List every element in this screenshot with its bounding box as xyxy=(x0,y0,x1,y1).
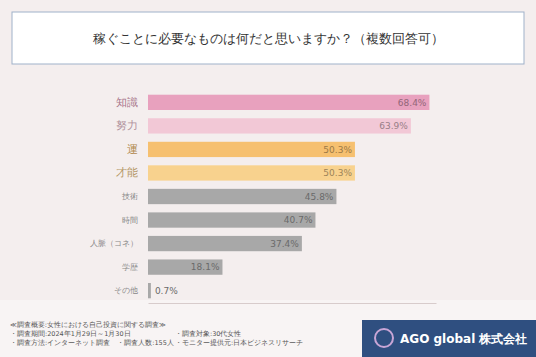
source: AGO global 株式会社 xyxy=(400,332,527,346)
logo-box xyxy=(362,320,536,357)
bar xyxy=(148,142,355,157)
data-label: 45.8% xyxy=(305,192,334,202)
data-label: 37.4% xyxy=(270,239,299,249)
title: 稼ぐことに必要なものは何だと思いますか？（複数回答可） xyxy=(93,31,444,46)
tick: 時間 xyxy=(122,216,144,225)
tick: 運 xyxy=(127,143,144,156)
tick: 才能 xyxy=(116,166,144,179)
tick: 人脈（コネ） xyxy=(90,239,144,248)
footer-background xyxy=(0,300,536,357)
data-label: 40.7% xyxy=(284,215,313,225)
bar xyxy=(148,165,355,180)
x-axis xyxy=(149,303,437,304)
tick-label: 運 xyxy=(127,143,138,156)
tick-label: 人脈（コネ） xyxy=(90,239,138,248)
bar xyxy=(148,236,302,251)
note: ・調査対象:30代女性 xyxy=(175,330,241,338)
note: ・モニター提供元:日本ビジネスリサーチ xyxy=(175,339,303,347)
data-labels: 68.4% 63.9% 50.3% 50.3% 45.8% 40.7% 37.4% 18.1%… xyxy=(155,98,427,296)
data-label: 68.4% xyxy=(398,98,427,108)
y-axis: 知識努力運才能技術時間人脈（コネ） 学歴その他 xyxy=(90,96,144,295)
tick-label: 知識 xyxy=(116,96,138,109)
tick-label: 努力 xyxy=(116,119,138,132)
chart: 稼ぐことに必要なものは何だと思いますか？（複数回答可） 知識努力運才能技術時間人脈… xyxy=(0,0,536,357)
bar xyxy=(148,283,151,298)
title-box xyxy=(12,12,524,64)
bar xyxy=(148,189,336,204)
tick: その他 xyxy=(114,286,144,295)
notes: ≪調査概要:女性における自己投資に関する調査≫・調査期間:2024年1月29日～… xyxy=(10,321,303,347)
tick-label: 才能 xyxy=(116,166,138,179)
note: ・調査期間:2024年1月29日～1月30日 xyxy=(10,330,131,338)
data-label: 50.3% xyxy=(323,168,352,178)
data-label: 63.9% xyxy=(379,121,408,131)
tick: 学歴 xyxy=(122,263,144,272)
tick-label: 技術 xyxy=(121,192,138,201)
background xyxy=(0,0,536,357)
note: ・調査方法:インターネット調査 ・調査人数:155人 xyxy=(10,339,174,347)
tick: 技術 xyxy=(121,192,144,201)
data-label: 50.3% xyxy=(323,145,352,155)
bar xyxy=(148,259,222,274)
x-axis-line xyxy=(149,303,437,304)
tick-label: 学歴 xyxy=(122,263,138,272)
bar xyxy=(148,212,315,227)
note: ≪調査概要:女性における自己投資に関する調査≫ xyxy=(10,321,166,329)
tick-label: 時間 xyxy=(122,216,138,225)
logo-icon xyxy=(375,329,393,347)
tick: 知識 xyxy=(116,96,144,109)
tick-label: その他 xyxy=(114,286,138,295)
data-label: 18.1% xyxy=(191,262,220,272)
bar xyxy=(148,118,411,133)
tick: 努力 xyxy=(116,119,144,132)
bar xyxy=(148,95,429,110)
data-label: 0.7% xyxy=(155,286,178,296)
bars xyxy=(148,95,429,299)
